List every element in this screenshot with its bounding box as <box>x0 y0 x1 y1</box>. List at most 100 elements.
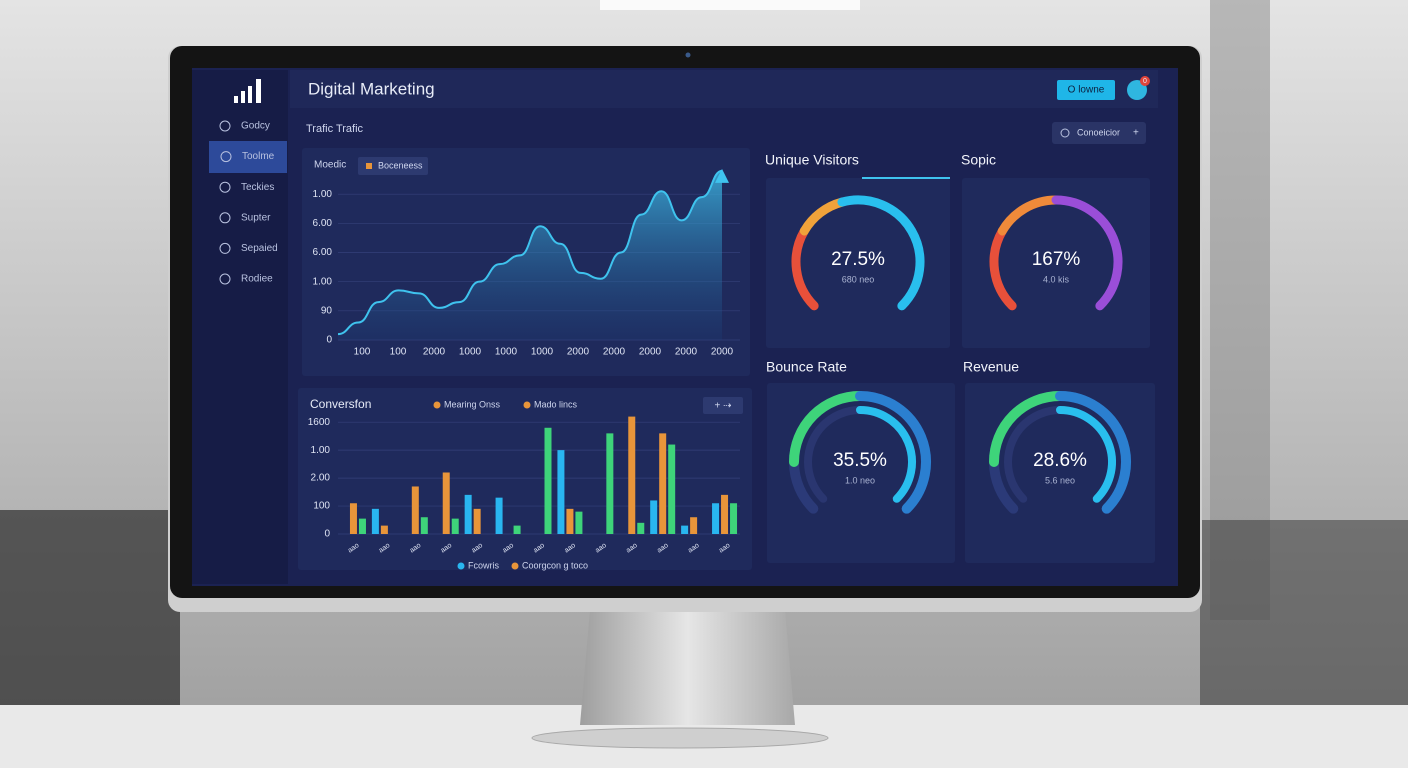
y-tick-label: 0 <box>324 529 330 540</box>
bar <box>566 508 574 534</box>
kpi-subtitle: 1.0 neo <box>845 475 875 485</box>
kpi-subtitle: 680 neo <box>842 274 875 284</box>
header-button[interactable] <box>1057 80 1115 100</box>
gauge-arc <box>1051 195 1123 311</box>
x-tick-label: 100 <box>354 347 371 358</box>
sidebar-icon <box>220 151 232 163</box>
bar <box>420 517 428 534</box>
section-title: Trafic Trafic <box>306 123 364 135</box>
header-bar <box>290 70 1158 108</box>
sidebar-icon <box>219 181 231 193</box>
blur-shape <box>1210 0 1270 620</box>
bar <box>442 472 450 534</box>
bar <box>681 525 689 534</box>
sidebar-icon <box>219 120 231 132</box>
y-tick-label: 0 <box>326 335 332 346</box>
y-tick-label: 1.00 <box>311 445 331 456</box>
bar <box>730 503 738 534</box>
bar <box>380 525 388 534</box>
sidebar-item[interactable]: Supter <box>241 212 271 223</box>
legend-label: Fcowris <box>468 560 499 570</box>
y-tick-label: 1.00 <box>313 276 333 287</box>
legend-label: Mearing Onss <box>444 399 501 409</box>
header-button-label[interactable]: O lowne <box>1068 85 1105 96</box>
traffic-line <box>337 169 723 336</box>
sidebar-item[interactable]: Sepaied <box>241 243 278 254</box>
filter-button[interactable] <box>1052 122 1146 144</box>
x-tick-label: 2000 <box>639 347 662 358</box>
legend-swatch <box>433 401 441 409</box>
gauge-arc <box>1056 406 1116 503</box>
bar <box>349 503 357 534</box>
blur-shape <box>0 510 180 710</box>
bar <box>712 503 720 534</box>
logo <box>234 79 261 103</box>
kpi-value: 35.5% <box>833 450 887 471</box>
gauge-arc <box>997 195 1061 236</box>
y-tick-label: 100 <box>313 501 330 512</box>
y-tick-label: 6.00 <box>313 218 333 229</box>
badge <box>1140 76 1150 86</box>
conversion-title: Conversfon <box>310 397 371 411</box>
bar <box>371 508 379 534</box>
sidebar-item[interactable]: Teckies <box>241 182 274 193</box>
bar <box>358 518 366 534</box>
gauge-arc <box>791 226 819 311</box>
chart-menu-button[interactable] <box>703 397 743 414</box>
bar <box>451 518 459 534</box>
y-tick-label: 1.00 <box>313 189 333 200</box>
x-tick-label: 2000 <box>423 347 446 358</box>
legend-swatch <box>523 401 531 409</box>
chart-menu-icon: + ⇢ <box>715 401 732 412</box>
bar <box>495 497 503 534</box>
camera <box>685 52 691 58</box>
sidebar-item[interactable]: Godcy <box>241 121 270 132</box>
bar <box>544 427 552 534</box>
bar <box>668 444 676 534</box>
filter-label[interactable]: Conoeicior <box>1077 127 1120 137</box>
legend-swatch <box>457 562 465 570</box>
x-tick-label: 2000 <box>603 347 626 358</box>
x-tick-label: 2000 <box>675 347 698 358</box>
gauge-arc <box>789 391 865 467</box>
bar <box>464 494 472 534</box>
bar <box>628 416 636 534</box>
ceiling-light <box>600 0 860 10</box>
bar <box>690 517 698 534</box>
badge-count: 0 <box>1143 78 1147 85</box>
kpi-value: 167% <box>1032 249 1081 270</box>
bar <box>473 508 481 534</box>
x-tick-label: 1000 <box>459 347 482 358</box>
bar <box>575 511 583 534</box>
sidebar-item[interactable]: Toolme <box>242 151 275 162</box>
kpi-card <box>767 383 955 563</box>
kpi-subtitle: 4.0 kis <box>1043 274 1070 284</box>
y-tick-label: 1600 <box>308 417 331 428</box>
gauge-arc <box>989 391 1065 467</box>
bar <box>637 522 645 534</box>
legend-label: Boceneess <box>378 160 423 170</box>
bar <box>411 486 419 534</box>
monitor-base <box>531 727 829 749</box>
gauge-arc <box>837 195 925 311</box>
bar <box>721 494 729 534</box>
trend-arrow <box>715 168 729 183</box>
monitor-stand <box>580 610 795 725</box>
x-tick-label: 100 <box>390 347 407 358</box>
sidebar-icon <box>219 212 231 224</box>
kpi-title: Bounce Rate <box>766 359 847 375</box>
y-tick-label: 90 <box>321 305 333 316</box>
x-tick-label: 2000 <box>711 347 734 358</box>
page-title: Digital Marketing <box>308 79 435 98</box>
kpi-subtitle: 5.6 neo <box>1045 475 1075 485</box>
x-tick-label: 2000 <box>567 347 590 358</box>
gauge-arc <box>1055 391 1131 514</box>
legend-swatch <box>366 163 372 169</box>
gauge-arc <box>855 391 931 514</box>
x-tick-label: 1000 <box>531 347 554 358</box>
sidebar-item[interactable]: Rodiee <box>241 274 273 285</box>
y-tick-label: 6.00 <box>313 247 333 258</box>
filter-plus: + <box>1133 128 1139 139</box>
kpi-value: 27.5% <box>831 249 885 270</box>
